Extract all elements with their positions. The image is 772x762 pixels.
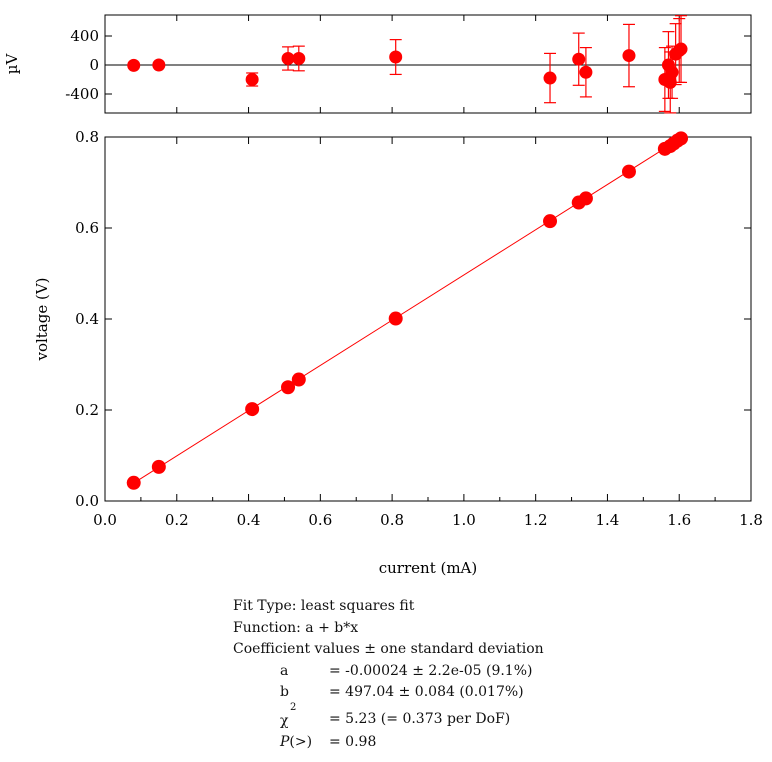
chart-plot: 400 0 -400 µV 0.0 0.2 0.4 0.6 0.8 1.0 1.2 1.4 1.6 1…	[3, 14, 763, 577]
y-tick-label: 0.0	[75, 492, 99, 510]
x-tick-label: 0.4	[237, 511, 261, 529]
residual-point	[674, 42, 688, 56]
main-layer: 0.0 0.2 0.4 0.6 0.8 1.0 1.2 1.4 1.6 1.8 0.0 0.2 0.4 0…	[75, 128, 763, 529]
x-tick-label: 1.0	[452, 511, 476, 529]
residual-layer: 400 0 -400	[65, 15, 752, 114]
residual-point	[389, 50, 403, 64]
residual-point	[622, 49, 636, 63]
y-axis-label: voltage (V)	[33, 277, 51, 361]
x-tick-label: 1.6	[667, 511, 691, 529]
coefficient-heading: Coefficient values ± one standard deviat…	[233, 641, 544, 657]
y-tick-label: 0.2	[75, 401, 99, 419]
chi-symbol: χ	[280, 713, 289, 729]
residual-point	[152, 58, 166, 72]
p-value-name: P(>)	[280, 734, 312, 750]
x-tick-label: 0.2	[165, 511, 189, 529]
data-point	[151, 459, 166, 474]
x-tick-label: 1.2	[524, 511, 548, 529]
residual-point	[663, 75, 677, 89]
fit-type-text: Fit Type: least squares fit	[233, 598, 415, 614]
x-tick-label: 0.6	[308, 511, 332, 529]
residual-y-axis-label: µV	[3, 53, 21, 75]
p-suffix: (>)	[289, 734, 313, 750]
residual-y-tick-label: -400	[65, 85, 99, 103]
data-point	[245, 402, 260, 417]
data-point	[674, 131, 689, 146]
x-axis-label: current (mA)	[379, 559, 478, 577]
coef-a-value: = -0.00024 ± 2.2e-05 (9.1%)	[329, 663, 533, 679]
residual-point	[127, 58, 141, 72]
fit-line	[133, 137, 682, 484]
p-value: = 0.98	[329, 734, 377, 750]
data-point	[126, 475, 141, 490]
residual-point	[543, 71, 557, 85]
coef-a-name: a	[280, 663, 289, 679]
y-tick-label: 0.6	[75, 219, 99, 237]
chi-square-value: = 5.23 (= 0.373 per DoF)	[329, 711, 511, 727]
coef-b-value: = 497.04 ± 0.084 (0.017%)	[329, 684, 524, 700]
data-point	[281, 380, 296, 395]
fit-results: Fit Type: least squares fit Function: a …	[233, 598, 753, 758]
residual-point	[665, 65, 679, 79]
x-tick-label: 0.8	[380, 511, 404, 529]
x-tick-label: 0.0	[93, 511, 117, 529]
chi-square-exponent: 2	[290, 702, 297, 713]
residual-y-tick-label: 400	[70, 27, 99, 45]
residual-point	[572, 52, 586, 66]
data-point	[291, 372, 306, 387]
residual-y-tick-label: 0	[89, 56, 99, 74]
fit-function-text: Function: a + b*x	[233, 620, 359, 636]
x-tick-label: 1.4	[596, 511, 620, 529]
y-tick-label: 0.4	[75, 310, 99, 328]
coef-b-name: b	[280, 684, 289, 700]
data-point	[388, 311, 403, 326]
chi-square-name: χ	[280, 713, 288, 729]
residual-plot-frame	[104, 14, 752, 114]
data-point	[543, 214, 558, 229]
data-point	[578, 191, 593, 206]
residual-point	[579, 65, 593, 79]
p-symbol: P	[280, 734, 290, 750]
data-point	[621, 164, 636, 179]
residual-point	[292, 51, 306, 65]
residual-point	[281, 51, 295, 65]
y-tick-label: 0.8	[75, 128, 99, 146]
x-tick-label: 1.8	[739, 511, 763, 529]
residual-point	[245, 73, 259, 86]
main-plot-frame	[104, 136, 752, 502]
